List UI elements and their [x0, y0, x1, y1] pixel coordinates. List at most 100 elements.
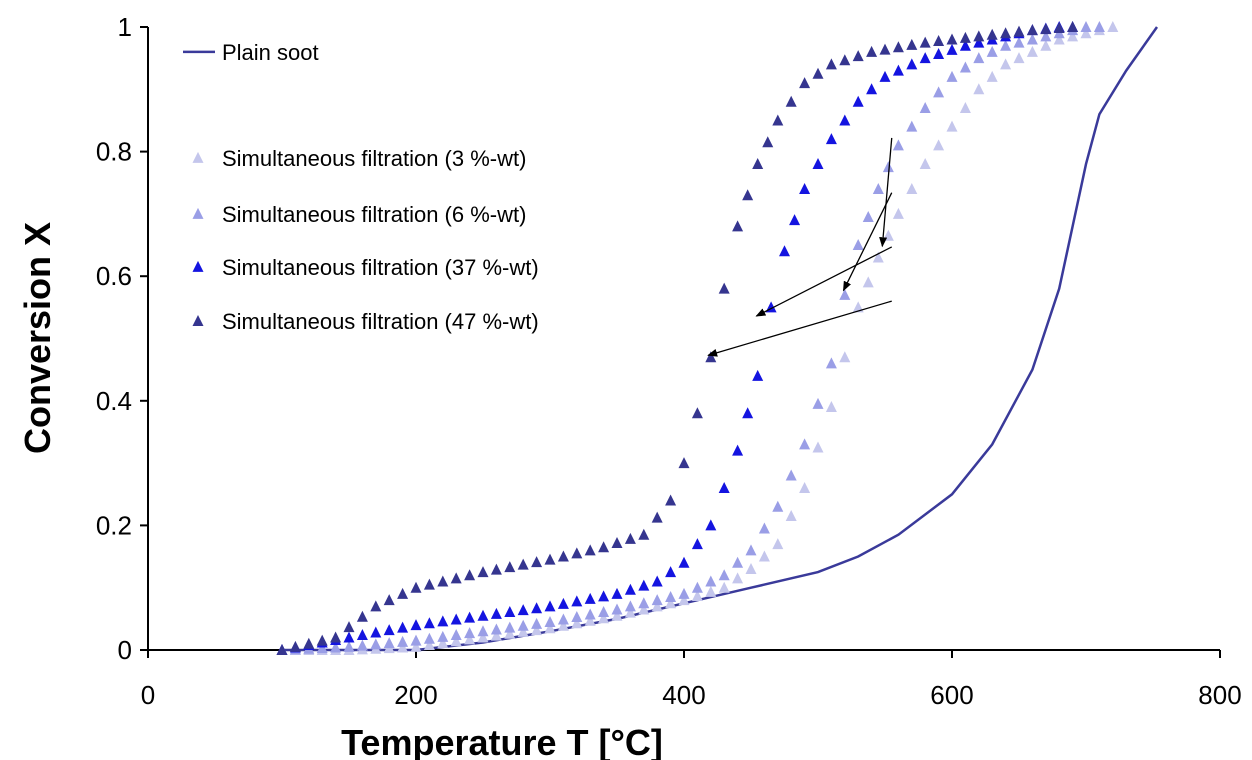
data-point [356, 610, 368, 622]
data-point [1093, 21, 1105, 32]
data-point [490, 563, 502, 575]
data-point [584, 614, 596, 626]
data-point [959, 101, 971, 113]
data-point [423, 639, 435, 651]
legend-marker-swatch [192, 315, 204, 327]
annotation-arrow [755, 246, 893, 317]
data-point [464, 611, 476, 623]
data-point [477, 631, 489, 643]
data-point [678, 556, 690, 568]
data-point [772, 500, 784, 512]
x-tick-label: 400 [662, 680, 705, 710]
data-point [745, 544, 757, 556]
data-point [825, 401, 837, 413]
y-axis-title: Conversion X [17, 222, 58, 454]
data-point [665, 566, 677, 578]
data-point [477, 609, 489, 621]
data-point [544, 600, 556, 612]
data-point [742, 407, 754, 419]
y-tick-label: 0.4 [96, 386, 132, 416]
data-point [946, 120, 958, 132]
data-point [410, 581, 422, 593]
data-point [303, 637, 315, 649]
data-point [383, 637, 395, 649]
data-point [276, 644, 288, 655]
data-point [933, 139, 945, 151]
data-point [906, 58, 918, 70]
data-point [343, 631, 355, 643]
x-tick-label: 800 [1198, 680, 1241, 710]
data-point [450, 613, 462, 625]
data-point [718, 282, 730, 294]
data-point [437, 575, 449, 587]
data-point [812, 397, 824, 409]
data-point [490, 623, 502, 635]
data-point [973, 36, 985, 48]
plot-area [276, 21, 1159, 655]
data-point [946, 43, 958, 55]
data-point [862, 211, 874, 223]
series-simultaneous-filtration-47-wt [276, 21, 1079, 655]
data-point [624, 606, 636, 618]
data-point [356, 639, 368, 651]
data-point [557, 619, 569, 631]
data-point [718, 482, 730, 494]
data-point [1040, 30, 1052, 42]
data-point [517, 604, 529, 616]
data-point [1067, 30, 1079, 42]
data-point [557, 597, 569, 609]
data-point [1080, 27, 1092, 39]
data-point [839, 114, 851, 126]
data-point [785, 469, 797, 481]
data-point [919, 36, 931, 48]
data-point [866, 45, 878, 57]
annotation-arrow [842, 192, 893, 292]
legend-label: Plain soot [222, 40, 319, 65]
data-point [1067, 21, 1079, 32]
data-point [705, 519, 717, 531]
data-point [1013, 25, 1025, 37]
x-tick-label: 600 [930, 680, 973, 710]
data-point [504, 627, 516, 639]
data-point [1013, 36, 1025, 48]
data-point [732, 220, 744, 232]
legend-item-simultaneous-filtration-37-wt: Simultaneous filtration (37 %-wt) [192, 255, 539, 280]
data-point [812, 158, 824, 170]
y-tick-label: 0.2 [96, 510, 132, 540]
data-point [638, 528, 650, 540]
data-point [705, 575, 717, 587]
data-point [718, 569, 730, 581]
data-point [959, 31, 971, 43]
data-point [678, 587, 690, 599]
data-point [1053, 33, 1065, 45]
data-point [383, 624, 395, 636]
data-point [973, 52, 985, 64]
data-point [316, 642, 328, 654]
legend-label: Simultaneous filtration (6 %-wt) [222, 202, 526, 227]
data-point [946, 70, 958, 82]
data-point [397, 635, 409, 647]
data-point [423, 617, 435, 629]
data-point [785, 510, 797, 522]
data-point [651, 600, 663, 612]
data-point [477, 625, 489, 637]
data-point [490, 629, 502, 641]
data-point [611, 537, 623, 549]
data-point [1053, 22, 1065, 34]
data-point [544, 615, 556, 627]
data-point [370, 626, 382, 638]
data-point [691, 590, 703, 602]
data-point [705, 585, 717, 597]
data-point [557, 550, 569, 562]
data-point [1026, 33, 1038, 45]
data-point [1000, 27, 1012, 39]
data-point [464, 569, 476, 581]
data-point [517, 619, 529, 631]
data-point [691, 538, 703, 550]
data-point [598, 605, 610, 617]
data-point [691, 581, 703, 593]
data-point [946, 33, 958, 45]
annotation-arrow [707, 300, 892, 357]
data-point [799, 77, 811, 89]
